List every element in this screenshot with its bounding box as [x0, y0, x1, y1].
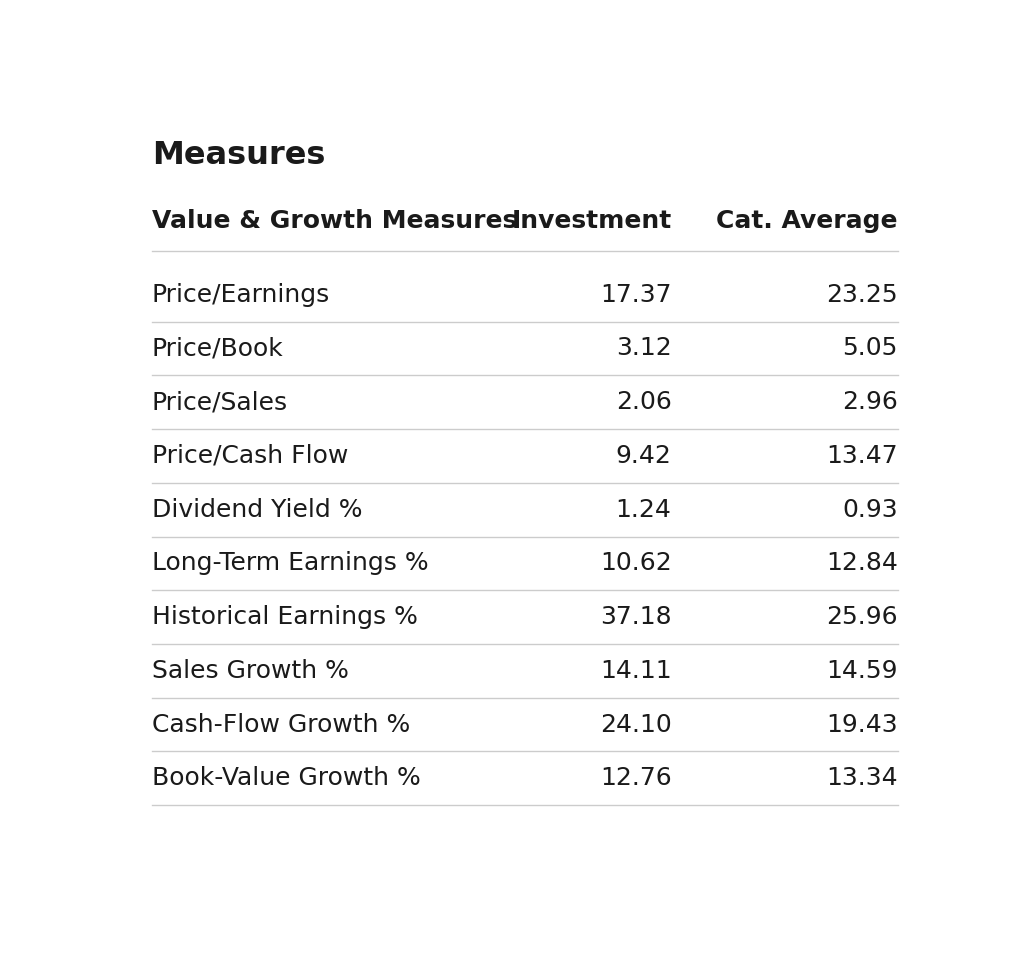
Text: Price/Earnings: Price/Earnings — [152, 283, 330, 307]
Text: Value & Growth Measures: Value & Growth Measures — [152, 209, 517, 233]
Text: 1.24: 1.24 — [615, 498, 672, 522]
Text: Price/Book: Price/Book — [152, 337, 284, 360]
Text: 17.37: 17.37 — [600, 283, 672, 307]
Text: Investment: Investment — [511, 209, 672, 233]
Text: 13.47: 13.47 — [826, 444, 898, 467]
Text: 0.93: 0.93 — [842, 498, 898, 522]
Text: 14.59: 14.59 — [826, 659, 898, 683]
Text: Cash-Flow Growth %: Cash-Flow Growth % — [152, 712, 410, 736]
Text: Price/Cash Flow: Price/Cash Flow — [152, 444, 348, 467]
Text: Book-Value Growth %: Book-Value Growth % — [152, 767, 421, 791]
Text: 23.25: 23.25 — [826, 283, 898, 307]
Text: 13.34: 13.34 — [826, 767, 898, 791]
Text: 25.96: 25.96 — [826, 605, 898, 629]
Text: Dividend Yield %: Dividend Yield % — [152, 498, 362, 522]
Text: 9.42: 9.42 — [615, 444, 672, 467]
Text: Price/Sales: Price/Sales — [152, 390, 288, 414]
Text: Sales Growth %: Sales Growth % — [152, 659, 349, 683]
Text: 3.12: 3.12 — [615, 337, 672, 360]
Text: 12.84: 12.84 — [826, 552, 898, 576]
Text: 37.18: 37.18 — [600, 605, 672, 629]
Text: Measures: Measures — [152, 141, 326, 171]
Text: 10.62: 10.62 — [600, 552, 672, 576]
Text: Cat. Average: Cat. Average — [717, 209, 898, 233]
Text: 14.11: 14.11 — [600, 659, 672, 683]
Text: 5.05: 5.05 — [843, 337, 898, 360]
Text: Long-Term Earnings %: Long-Term Earnings % — [152, 552, 428, 576]
Text: Historical Earnings %: Historical Earnings % — [152, 605, 418, 629]
Text: 2.96: 2.96 — [842, 390, 898, 414]
Text: 12.76: 12.76 — [600, 767, 672, 791]
Text: 24.10: 24.10 — [600, 712, 672, 736]
Text: 2.06: 2.06 — [615, 390, 672, 414]
Text: 19.43: 19.43 — [826, 712, 898, 736]
